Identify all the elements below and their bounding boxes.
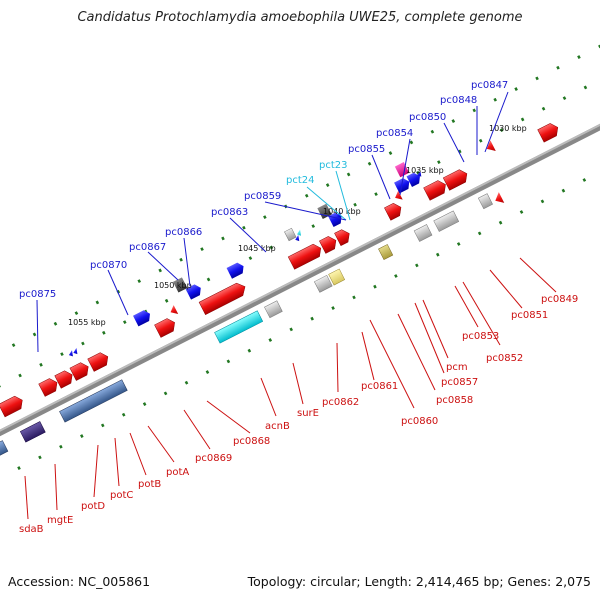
scale-label: 1040 kbp <box>323 207 361 216</box>
feature-pc0861-box[interactable] <box>328 268 346 286</box>
gene-label[interactable]: pc0867 <box>129 242 166 253</box>
scale-label: 1045 kbp <box>238 244 276 253</box>
feature-pc0851-box[interactable] <box>477 193 493 210</box>
scale-tick-row-top <box>0 41 600 390</box>
gene-pc0875[interactable] <box>68 347 80 358</box>
gene-label[interactable]: pc0866 <box>165 227 202 238</box>
gene-label[interactable]: pc0855 <box>348 144 385 155</box>
gene-label[interactable]: pc0868 <box>233 436 270 447</box>
bottom-gene-labels: pc0849 pc0851 pc0852 pc0853 pcm pc0857 p… <box>19 257 578 535</box>
gene-label[interactable]: pc0869 <box>195 453 232 464</box>
forward-strand-genes <box>0 121 561 418</box>
gene-pc0857[interactable] <box>393 190 403 203</box>
gene-label[interactable]: mgtE <box>47 515 73 526</box>
feature-pc0866-dark[interactable] <box>173 277 188 293</box>
gene-pc0866[interactable] <box>185 283 204 300</box>
gene-label[interactable]: pcm <box>446 362 468 373</box>
gene-potB[interactable] <box>69 360 92 381</box>
genome-backbone <box>0 95 600 465</box>
gene-pc0853-small[interactable] <box>493 192 505 206</box>
feature-pc0853-box[interactable] <box>413 224 433 242</box>
gene-label[interactable]: pc0853 <box>462 331 499 342</box>
gene-label[interactable]: potC <box>110 490 133 501</box>
scale-label: 1050 kbp <box>154 281 192 290</box>
gene-label[interactable]: potD <box>81 501 105 512</box>
map-title: Candidatus Protochlamydia amoebophila UW… <box>77 10 523 25</box>
feature-sdaB-box[interactable] <box>0 440 9 465</box>
scale-label: 1035 kbp <box>406 166 444 175</box>
gene-label[interactable]: pc0862 <box>322 397 359 408</box>
gene-mgtE[interactable] <box>0 394 25 418</box>
gene-pc0852[interactable] <box>442 167 470 191</box>
gene-acnB[interactable] <box>198 280 248 316</box>
gene-label[interactable]: acnB <box>265 421 290 432</box>
scale-label: 1030 kbp <box>489 124 527 133</box>
gene-label[interactable]: pc0861 <box>361 381 398 392</box>
gene-pc0849[interactable] <box>537 121 561 143</box>
gene-label[interactable]: potB <box>138 479 161 490</box>
gene-pc0853[interactable] <box>423 178 449 201</box>
gene-pcm[interactable] <box>384 201 404 221</box>
gene-label[interactable]: pct24 <box>286 175 315 186</box>
gene-label[interactable]: pc0858 <box>436 395 473 406</box>
gene-label[interactable]: pc0851 <box>511 310 548 321</box>
gene-label[interactable]: pc0849 <box>541 294 578 305</box>
backbone-highlight <box>0 95 600 461</box>
gene-pc0861[interactable] <box>319 234 339 254</box>
accession-text: Accession: NC_005861 <box>8 574 151 589</box>
feature-pc0858-box[interactable] <box>378 244 394 261</box>
tick-row-lower <box>0 141 600 490</box>
gene-label[interactable]: sdaB <box>19 524 44 535</box>
gene-pc0870[interactable] <box>133 308 153 327</box>
gene-pc0848[interactable] <box>406 171 423 188</box>
gene-label[interactable]: potA <box>166 467 189 478</box>
gene-label[interactable]: pc0857 <box>441 377 478 388</box>
gene-label[interactable]: pc0875 <box>19 289 56 300</box>
gene-pc0851[interactable] <box>484 140 496 154</box>
gene-label[interactable]: pc0848 <box>440 95 477 106</box>
feature-surE-box[interactable] <box>264 300 283 319</box>
gene-label[interactable]: pc0850 <box>409 112 446 123</box>
topology-summary: Topology: circular; Length: 2,414,465 bp… <box>247 574 591 589</box>
feature-pc0862-box[interactable] <box>313 274 333 293</box>
gene-label[interactable]: pct23 <box>319 160 348 171</box>
gene-pc0869[interactable] <box>154 316 178 338</box>
gene-label[interactable]: pc0859 <box>244 191 281 202</box>
top-gene-labels: pc0847 pc0848 pc0850 pc0854 pc0855 pct23… <box>19 80 509 353</box>
gene-pc0859[interactable] <box>294 234 301 243</box>
gene-pct23[interactable] <box>296 229 303 237</box>
gene-pc0863[interactable] <box>226 261 247 279</box>
gene-label[interactable]: surE <box>297 408 319 419</box>
gene-pc0860[interactable] <box>334 227 353 247</box>
scale-labels: 1030 kbp 1035 kbp 1040 kbp 1045 kbp 1050… <box>68 124 527 327</box>
scale-label: 1055 kbp <box>68 318 106 327</box>
gene-pc0847[interactable] <box>416 170 423 178</box>
feature-pc0852-box[interactable] <box>433 210 460 232</box>
gene-label[interactable]: pc0863 <box>211 207 248 218</box>
gene-potC[interactable] <box>54 369 76 389</box>
gene-label[interactable]: pc0854 <box>376 128 413 139</box>
feature-boxes <box>0 192 505 465</box>
feature-pc0855-dark[interactable] <box>317 203 332 220</box>
gene-pc0868[interactable] <box>168 305 179 317</box>
feature-acnB-box[interactable] <box>214 310 264 344</box>
gene-label[interactable]: pc0870 <box>90 260 127 271</box>
gene-potA[interactable] <box>87 350 111 372</box>
gene-pct24[interactable] <box>284 227 297 242</box>
gene-pc0862[interactable] <box>287 242 324 270</box>
gene-label[interactable]: pc0860 <box>401 416 438 427</box>
gene-label[interactable]: pc0852 <box>486 353 523 364</box>
gene-potD[interactable] <box>38 376 61 397</box>
feature-pot-box[interactable] <box>59 379 128 423</box>
feature-mgtE-box[interactable] <box>19 421 46 443</box>
gene-label[interactable]: pc0847 <box>471 80 508 91</box>
